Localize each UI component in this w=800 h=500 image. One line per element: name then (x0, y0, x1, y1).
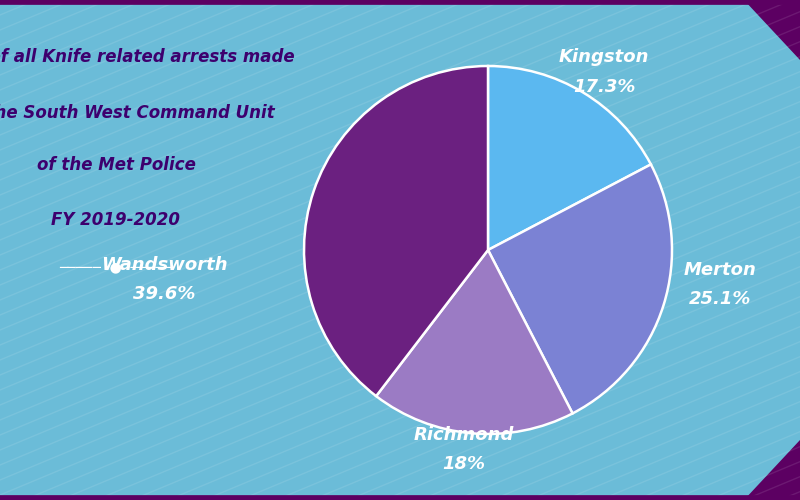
Text: Merton: Merton (683, 261, 757, 279)
Polygon shape (744, 0, 800, 60)
Text: ─────  ●  ─────: ───── ● ───── (59, 260, 173, 274)
Wedge shape (488, 164, 672, 414)
Text: FY 2019-2020: FY 2019-2020 (51, 211, 181, 229)
Text: Wandsworth: Wandsworth (101, 256, 227, 274)
Text: of the Met Police: of the Met Police (37, 156, 195, 174)
Wedge shape (488, 66, 651, 250)
Text: 18%: 18% (442, 455, 486, 473)
Wedge shape (304, 66, 488, 396)
Text: 25.1%: 25.1% (689, 290, 751, 308)
Text: by the South West Command Unit: by the South West Command Unit (0, 104, 274, 122)
Wedge shape (376, 250, 573, 434)
Text: 39.6%: 39.6% (133, 285, 195, 303)
Text: Total of all Knife related arrests made: Total of all Knife related arrests made (0, 48, 294, 66)
Text: Kingston: Kingston (558, 48, 650, 66)
Text: Richmond: Richmond (414, 426, 514, 444)
Text: 17.3%: 17.3% (573, 78, 635, 96)
Polygon shape (744, 440, 800, 500)
